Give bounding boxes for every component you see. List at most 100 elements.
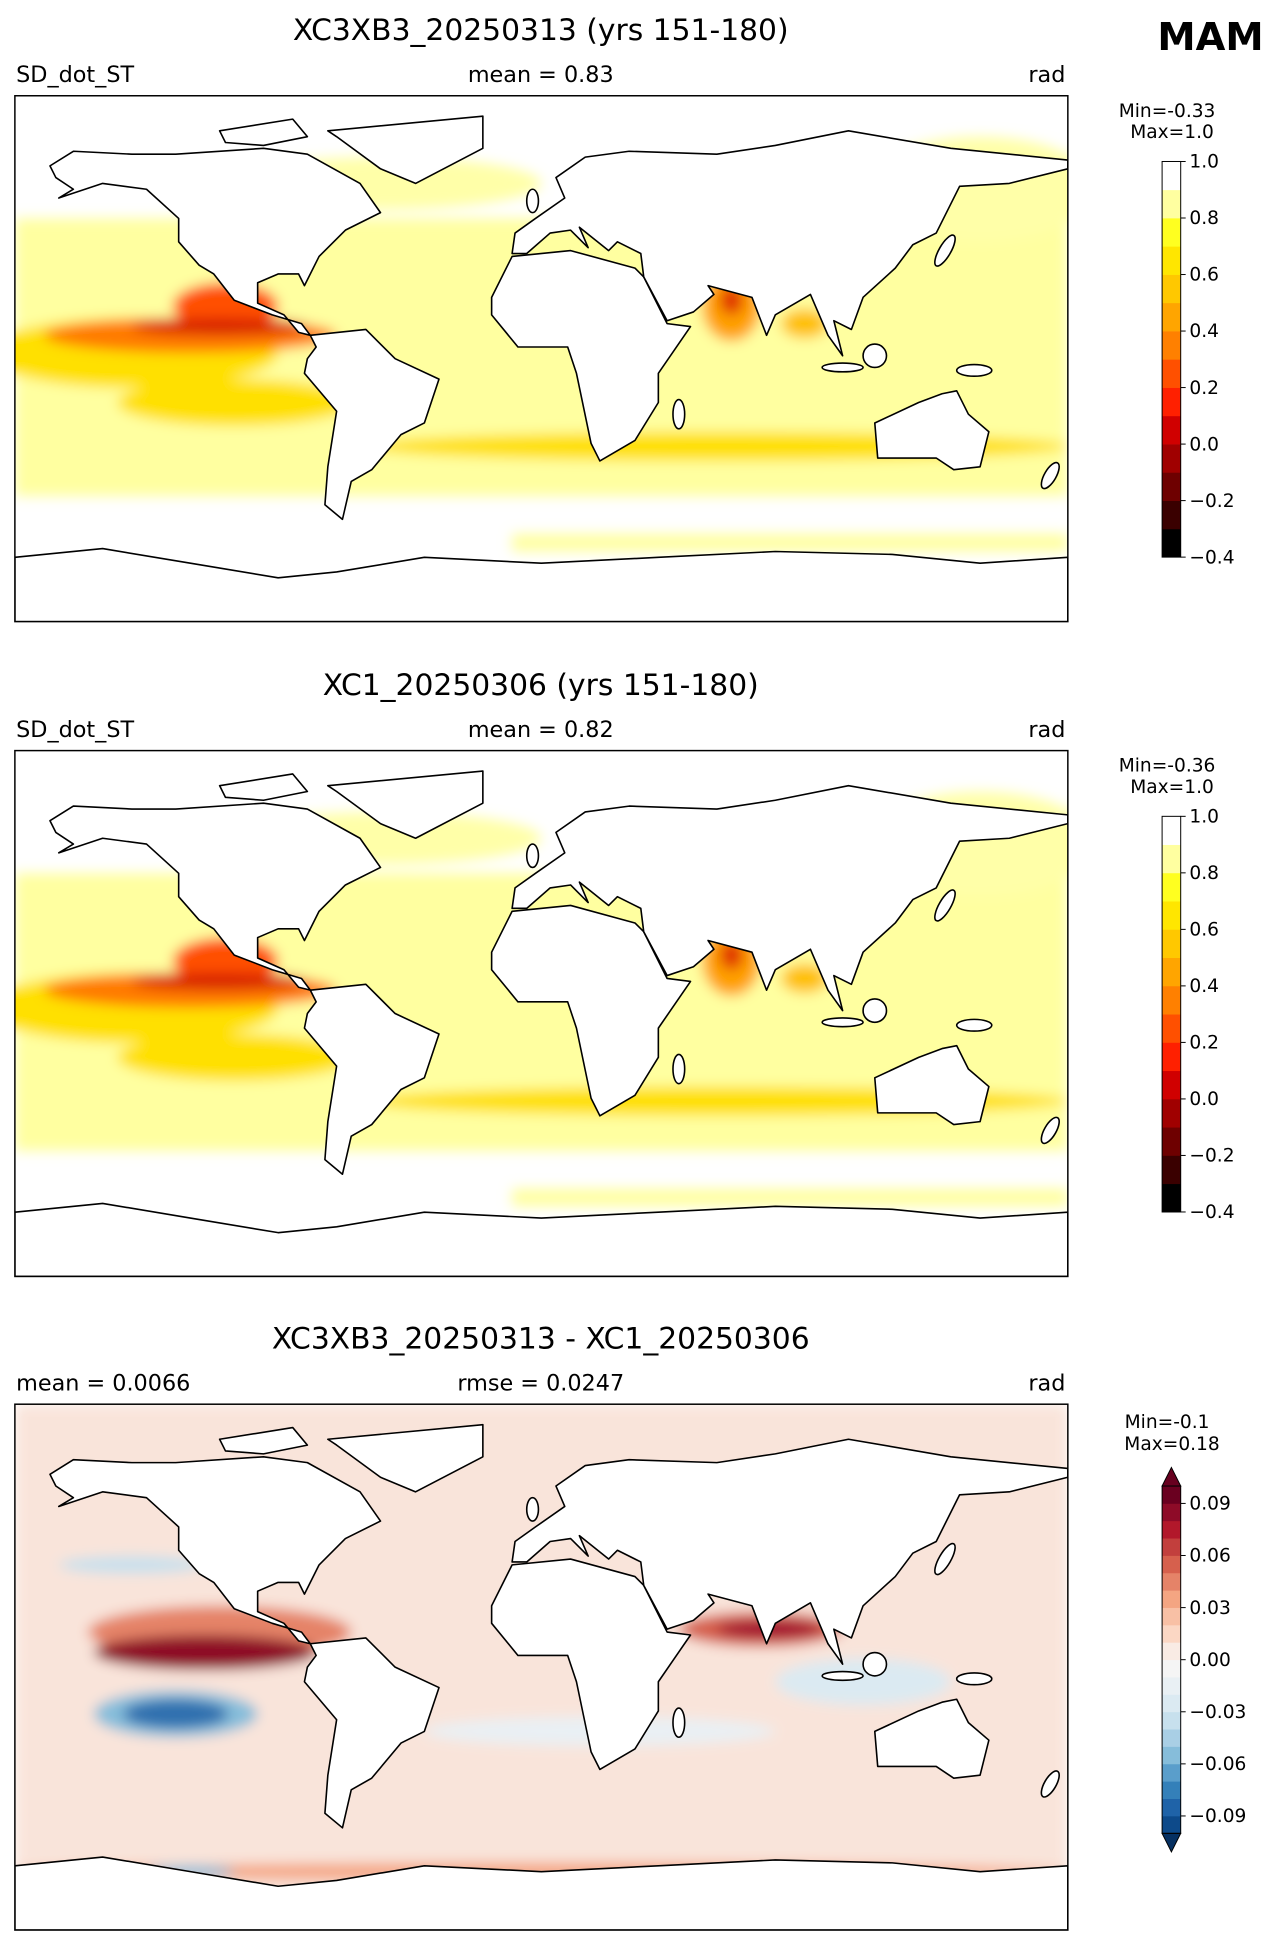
colorbar-segment <box>1162 901 1181 930</box>
colorbar-tick-label: −0.2 <box>1189 491 1234 512</box>
colorbar-segment <box>1162 246 1181 275</box>
colorbar-segment <box>1162 331 1181 360</box>
colorbar-tick-label: 0.2 <box>1189 1033 1219 1054</box>
colorbar-segment <box>1162 189 1181 219</box>
colorbar-segment <box>1162 816 1181 845</box>
colorbar-tick-label: 0.6 <box>1189 920 1219 941</box>
colorbar-segment <box>1162 1127 1181 1156</box>
colorbar-segment <box>1162 1014 1181 1043</box>
panel: XC3XB3_20250313 - XC1_20250306 mean = 0.… <box>14 1321 1246 1931</box>
colorbar-tick-label: −0.09 <box>1189 1806 1246 1827</box>
panel-title: XC3XB3_20250313 (yrs 151-180) <box>293 13 789 48</box>
colorbar-tick-label: 1.0 <box>1189 152 1219 173</box>
map-frame <box>14 1403 1069 1931</box>
colorbar-segment <box>1162 415 1181 445</box>
colorbar-segment <box>1162 957 1181 987</box>
colorbar-segment <box>1162 1503 1181 1522</box>
left-label: mean = 0.0066 <box>16 1371 190 1397</box>
colorbar-min: Min=-0.33 <box>1119 101 1216 122</box>
panel: XC1_20250306 (yrs 151-180) SD_dot_ST mea… <box>14 668 1235 1278</box>
colorbar-tick-label: 0.03 <box>1189 1598 1230 1619</box>
colorbar-segment <box>1162 500 1181 530</box>
colorbar-frame <box>1161 160 1182 558</box>
right-label: rad <box>1028 1371 1065 1397</box>
panel: XC3XB3_20250313 (yrs 151-180) SD_dot_ST … <box>14 13 1235 623</box>
colorbar-segment <box>1162 387 1181 417</box>
colorbar-tick-label: 0.06 <box>1189 1546 1230 1567</box>
colorbar-segment <box>1162 1607 1181 1626</box>
colorbar-tick-label: 0.09 <box>1189 1494 1230 1515</box>
colorbar-segment <box>1162 1183 1181 1213</box>
map <box>14 1404 1068 1931</box>
colorbar-segment <box>1162 1659 1181 1678</box>
map <box>14 750 1068 1277</box>
colorbar-tick-label: −0.4 <box>1189 547 1234 568</box>
colorbar-tick-label: 0.4 <box>1189 321 1219 342</box>
colorbar-tick-label: 1.0 <box>1189 807 1219 828</box>
colorbar-segment <box>1162 359 1181 388</box>
center-label: mean = 0.83 <box>468 62 614 88</box>
season-label: MAM <box>1157 15 1263 60</box>
left-label: SD_dot_ST <box>16 62 134 88</box>
colorbar-segment <box>1162 218 1181 247</box>
colorbar-segment <box>1162 161 1181 191</box>
colorbar-tick-label: 0.8 <box>1189 863 1219 884</box>
colorbar-tick-label: 0.4 <box>1189 976 1219 997</box>
colorbar-segment <box>1162 1694 1181 1713</box>
colorbar-tick-label: 0.2 <box>1189 378 1219 399</box>
colorbar-segment <box>1162 1746 1181 1765</box>
colorbar-segment <box>1162 1042 1181 1072</box>
colorbar-segment <box>1162 929 1181 959</box>
colorbar-segment <box>1162 1763 1181 1782</box>
colorbar-max: Max=0.18 <box>1124 1434 1219 1455</box>
colorbar-segment <box>1162 985 1181 1015</box>
colorbar-segment <box>1162 1781 1181 1799</box>
map-frame <box>14 749 1069 1278</box>
map <box>14 95 1068 622</box>
center-label: mean = 0.82 <box>468 717 614 743</box>
colorbar-segment <box>1162 444 1181 473</box>
colorbar-segment <box>1162 1624 1181 1643</box>
colorbar-segment <box>1162 1520 1181 1539</box>
colorbar-segment <box>1162 1815 1181 1834</box>
right-label: rad <box>1028 717 1065 743</box>
colorbar-segment <box>1162 1155 1181 1185</box>
panel-title: XC1_20250306 (yrs 151-180) <box>323 668 759 703</box>
colorbar-segment <box>1162 1486 1181 1504</box>
left-label: SD_dot_ST <box>16 717 134 743</box>
colorbar-segment <box>1162 1590 1181 1608</box>
colorbar-tick-label: −0.4 <box>1189 1202 1234 1223</box>
colorbar-min: Min=-0.1 <box>1125 1412 1210 1433</box>
colorbar-segment <box>1162 274 1181 304</box>
colorbar-segment <box>1162 1729 1181 1747</box>
colorbar-segment <box>1162 1677 1181 1695</box>
right-label: rad <box>1028 62 1065 88</box>
colorbar-segment <box>1162 1555 1181 1574</box>
colorbar-segment <box>1162 1098 1181 1128</box>
colorbar-segment <box>1162 1538 1181 1556</box>
colorbar-extend-high <box>1161 1466 1182 1487</box>
panel-title: XC3XB3_20250313 - XC1_20250306 <box>272 1321 810 1356</box>
colorbar-segment <box>1162 1642 1181 1661</box>
colorbar-segment <box>1162 1798 1181 1817</box>
colorbar-segment <box>1162 472 1181 501</box>
colorbar-segment <box>1162 872 1181 902</box>
colorbar-max: Max=1.0 <box>1130 777 1214 798</box>
colorbar-segment <box>1162 1572 1181 1591</box>
colorbar-frame <box>1161 815 1182 1213</box>
center-label: rmse = 0.0247 <box>457 1371 624 1397</box>
colorbar-tick-label: 0.00 <box>1189 1650 1230 1671</box>
colorbar-segment <box>1162 528 1181 558</box>
colorbar-extend-low <box>1161 1832 1182 1854</box>
colorbar-tick-label: −0.2 <box>1189 1146 1234 1167</box>
colorbar-min: Min=-0.36 <box>1119 756 1216 777</box>
colorbar-tick-label: 0.8 <box>1189 208 1219 229</box>
colorbar-tick-label: 0.0 <box>1189 434 1219 455</box>
colorbar-tick-label: 0.6 <box>1189 265 1219 286</box>
colorbar-segment <box>1162 1711 1181 1730</box>
colorbar-tick-label: 0.0 <box>1189 1089 1219 1110</box>
colorbar-tick-label: −0.03 <box>1189 1702 1246 1723</box>
colorbar-max: Max=1.0 <box>1130 122 1214 143</box>
colorbar-segment <box>1162 302 1181 332</box>
